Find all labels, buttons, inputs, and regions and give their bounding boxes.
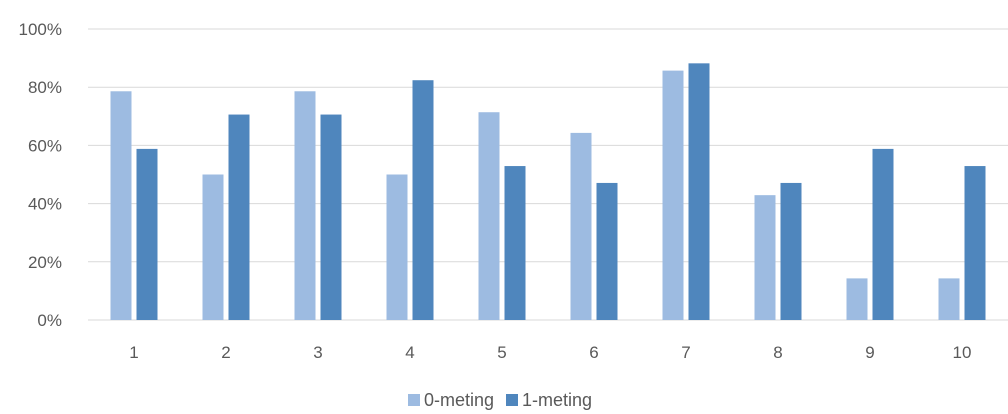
legend: 0-meting 1-meting (408, 390, 592, 410)
x-tick-label: 1 (129, 343, 138, 362)
x-tick-label: 7 (681, 343, 690, 362)
legend-label-1-meting: 1-meting (522, 390, 592, 410)
bar-0-meting-5 (478, 112, 500, 320)
bar-1-meting-9 (872, 148, 894, 320)
bar-0-meting-10 (938, 278, 960, 320)
gridlines (88, 28, 1008, 321)
x-tick-label: 2 (221, 343, 230, 362)
y-tick-label: 0% (37, 311, 62, 330)
bar-1-meting-8 (780, 182, 802, 320)
y-axis-tick-labels: 0% 20% 40% 60% 80% 100% (19, 20, 62, 330)
x-tick-label: 4 (405, 343, 414, 362)
bar-0-meting-6 (570, 132, 592, 320)
bar-1-meting-2 (228, 114, 250, 320)
bar-1-meting-1 (136, 148, 158, 320)
bar-1-meting-6 (596, 182, 618, 320)
x-tick-label: 8 (773, 343, 782, 362)
bar-0-meting-7 (662, 70, 684, 320)
y-tick-label: 20% (28, 253, 62, 272)
bar-0-meting-8 (754, 195, 776, 320)
bar-0-meting-1 (110, 91, 132, 320)
bar-1-meting-3 (320, 114, 342, 320)
y-tick-label: 40% (28, 195, 62, 214)
legend-swatch-1-meting (506, 394, 518, 406)
legend-swatch-0-meting (408, 394, 420, 406)
y-tick-label: 60% (28, 136, 62, 155)
x-tick-label: 6 (589, 343, 598, 362)
x-tick-label: 3 (313, 343, 322, 362)
bar-1-meting-4 (412, 80, 434, 320)
x-tick-label: 10 (953, 343, 972, 362)
bar-0-meting-9 (846, 278, 868, 320)
y-tick-label: 100% (19, 20, 62, 39)
bar-1-meting-7 (688, 63, 710, 320)
bar-0-meting-4 (386, 174, 408, 320)
bar-1-meting-5 (504, 166, 526, 320)
x-tick-label: 9 (865, 343, 874, 362)
legend-label-0-meting: 0-meting (424, 390, 494, 410)
bar-0-meting-2 (202, 174, 224, 320)
bar-1-meting-10 (964, 166, 986, 320)
x-axis-tick-labels: 1 2 3 4 5 6 7 8 9 10 (129, 343, 971, 362)
y-tick-label: 80% (28, 78, 62, 97)
bar-0-meting-3 (294, 91, 316, 320)
bars (110, 63, 986, 320)
x-tick-label: 5 (497, 343, 506, 362)
